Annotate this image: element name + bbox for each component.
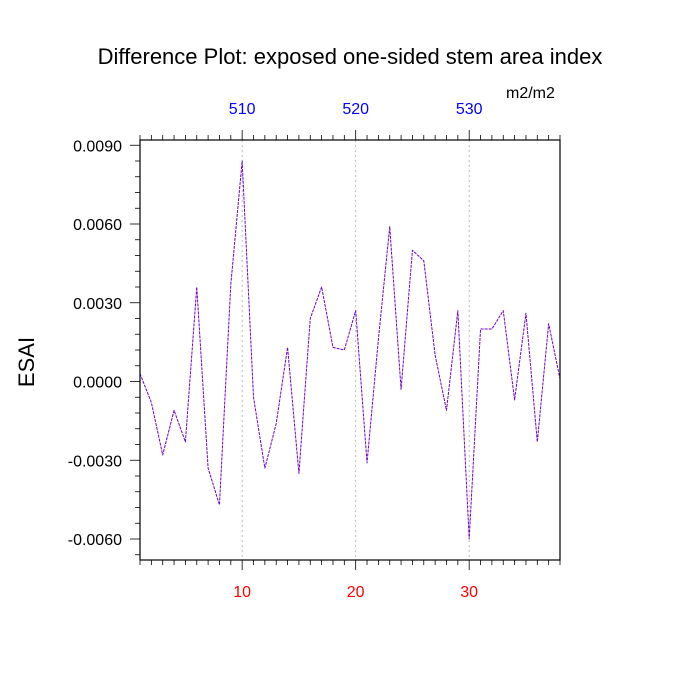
top-tick-label: 530 [456, 101, 483, 118]
y-tick-label: -0.0030 [68, 453, 122, 470]
x-tick-label: 10 [233, 584, 251, 601]
y-tick-label: 0.0090 [73, 138, 122, 155]
y-tick-label: -0.0060 [68, 532, 122, 549]
axis-ticks: 10 20 30 510 520 530 -0.0060 -0.0030 0.0000 0.003… [68, 101, 561, 601]
x-tick-label: 30 [460, 584, 478, 601]
y-tick-label: 0.0060 [73, 217, 122, 234]
units-label: m2/m2 [506, 85, 555, 102]
x-tick-label: 20 [347, 584, 365, 601]
chart-title: Difference Plot: exposed one-sided stem … [97, 44, 603, 69]
series-layer [139, 160, 561, 540]
grid-lines [241, 140, 470, 560]
y-tick-label: 0.0030 [73, 296, 122, 313]
y-tick-label: 0.0000 [73, 375, 122, 392]
top-tick-label: 520 [342, 101, 369, 118]
top-tick-label: 510 [229, 101, 256, 118]
plot-frame [139, 139, 561, 561]
series-line [139, 160, 561, 540]
